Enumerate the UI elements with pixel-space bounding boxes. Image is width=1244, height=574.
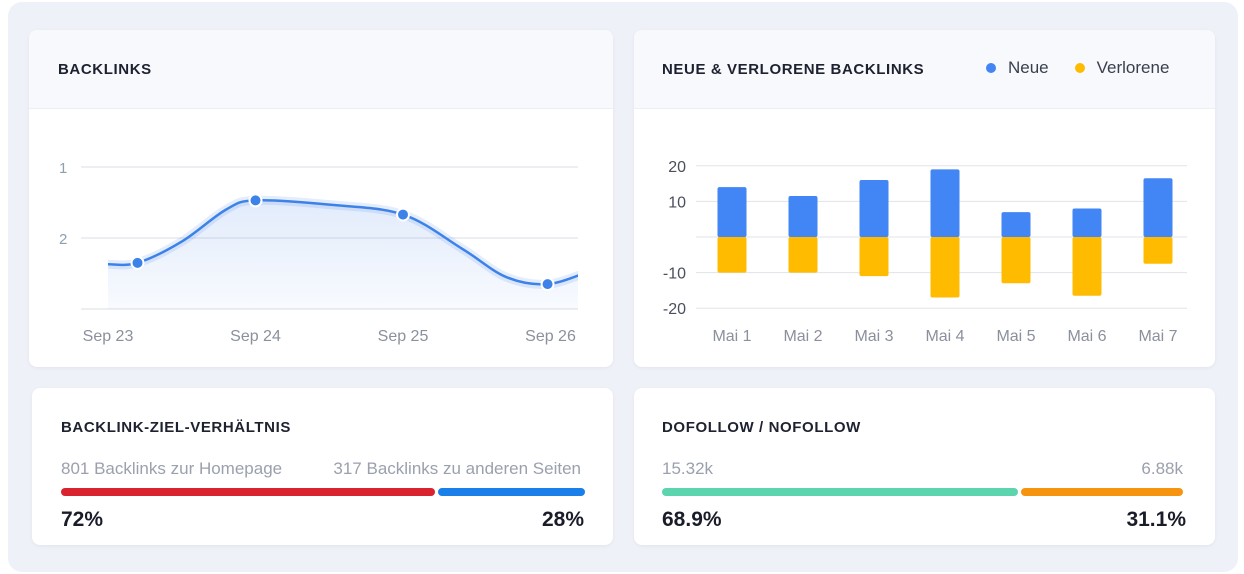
legend-label-verlorene: Verlorene [1096, 58, 1170, 77]
homepage-percent: 72% [61, 508, 104, 531]
bar-neue[interactable] [1143, 178, 1173, 237]
x-tick-label: Sep 26 [525, 328, 576, 345]
x-tick-label: Mai 4 [925, 328, 964, 345]
bar-neue[interactable] [717, 187, 747, 237]
data-point[interactable] [540, 277, 555, 292]
data-point[interactable] [396, 207, 410, 222]
x-tick-label: Sep 25 [378, 328, 429, 345]
x-tick-label: Mai 1 [712, 328, 751, 345]
nofollow-percent: 31.1% [1126, 508, 1186, 531]
bar-verlorene[interactable] [1143, 237, 1173, 264]
follow-card: DOFOLLOW / NOFOLLOW 15.32k 6.88k 68.9% 3… [634, 388, 1215, 545]
ratio-title: BACKLINK-ZIEL-VERHÄLTNIS [61, 419, 291, 436]
data-point[interactable] [248, 193, 263, 208]
x-tick-label: Mai 7 [1138, 328, 1177, 345]
follow-title: DOFOLLOW / NOFOLLOW [662, 419, 861, 436]
dofollow-percent: 68.9% [662, 508, 722, 531]
bar-verlorene[interactable] [1072, 237, 1102, 296]
line-area [108, 200, 578, 309]
legend-item-neue[interactable]: Neue [986, 58, 1049, 78]
legend-dot-verlorene [1074, 63, 1085, 73]
legend-item-verlorene[interactable]: Verlorene [1074, 58, 1170, 78]
nofollow-count: 6.88k [1141, 459, 1183, 478]
bar-verlorene[interactable] [930, 237, 960, 298]
bar-verlorene[interactable] [788, 237, 818, 273]
homepage-share-bar [61, 488, 435, 496]
other-pages-backlinks-label: 317 Backlinks zu anderen Seiten [333, 459, 581, 478]
backlinks-title: BACKLINKS [58, 61, 152, 78]
bar-verlorene[interactable] [1001, 237, 1031, 284]
x-tick-label: Mai 5 [996, 328, 1035, 345]
other-pages-share-bar [438, 488, 585, 496]
x-tick-label: Mai 3 [854, 328, 893, 345]
dofollow-count: 15.32k [662, 459, 714, 478]
y-tick-label: 2 [59, 231, 67, 248]
y-tick-label: 20 [668, 159, 686, 176]
y-tick-label: -20 [663, 301, 686, 318]
bar-neue[interactable] [788, 196, 818, 237]
x-tick-label: Sep 24 [230, 328, 281, 345]
x-tick-label: Mai 6 [1067, 328, 1106, 345]
neue-verlorene-card-header: NEUE & VERLORENE BACKLINKS Neue Verloren… [634, 30, 1215, 109]
bar-neue[interactable] [1001, 212, 1031, 237]
ratio-card: BACKLINK-ZIEL-VERHÄLTNIS 801 Backlinks z… [32, 388, 613, 545]
legend-label-neue: Neue [1008, 58, 1049, 77]
neue-verlorene-card: NEUE & VERLORENE BACKLINKS Neue Verloren… [634, 30, 1215, 367]
homepage-backlinks-label: 801 Backlinks zur Homepage [61, 459, 283, 478]
bar-neue[interactable] [930, 169, 960, 237]
bar-neue[interactable] [859, 180, 889, 237]
y-tick-label: 10 [668, 194, 686, 211]
neue-verlorene-title: NEUE & VERLORENE BACKLINKS [662, 61, 925, 78]
neue-verlorene-bar-chart: 20 10 -10 -20 Mai 1 Mai 2 Mai 3 Mai 4 Mai 5 Mai 6… [663, 159, 1187, 345]
series-line [107, 198, 578, 286]
legend-dot-neue [986, 63, 996, 73]
nofollow-share-bar [1021, 488, 1183, 496]
other-pages-percent: 28% [541, 508, 584, 531]
data-point[interactable] [130, 255, 145, 270]
x-tick-label: Mai 2 [783, 328, 822, 345]
backlinks-card-header: BACKLINKS [29, 30, 613, 109]
legend: Neue Verlorene [986, 58, 1169, 78]
backlinks-card: BACKLINKS 1 2 Sep 23 Sep 24 Sep 25 Sep 26 [29, 30, 613, 367]
y-tick-label: -10 [663, 266, 686, 283]
backlinks-line-chart: 1 2 Sep 23 Sep 24 Sep 25 Sep 26 [59, 160, 578, 345]
y-tick-label: 1 [59, 160, 67, 177]
x-tick-label: Sep 23 [83, 328, 134, 345]
bar-verlorene[interactable] [717, 237, 747, 273]
bar-neue[interactable] [1072, 208, 1102, 237]
dofollow-share-bar [662, 488, 1018, 496]
bar-verlorene[interactable] [859, 237, 889, 277]
